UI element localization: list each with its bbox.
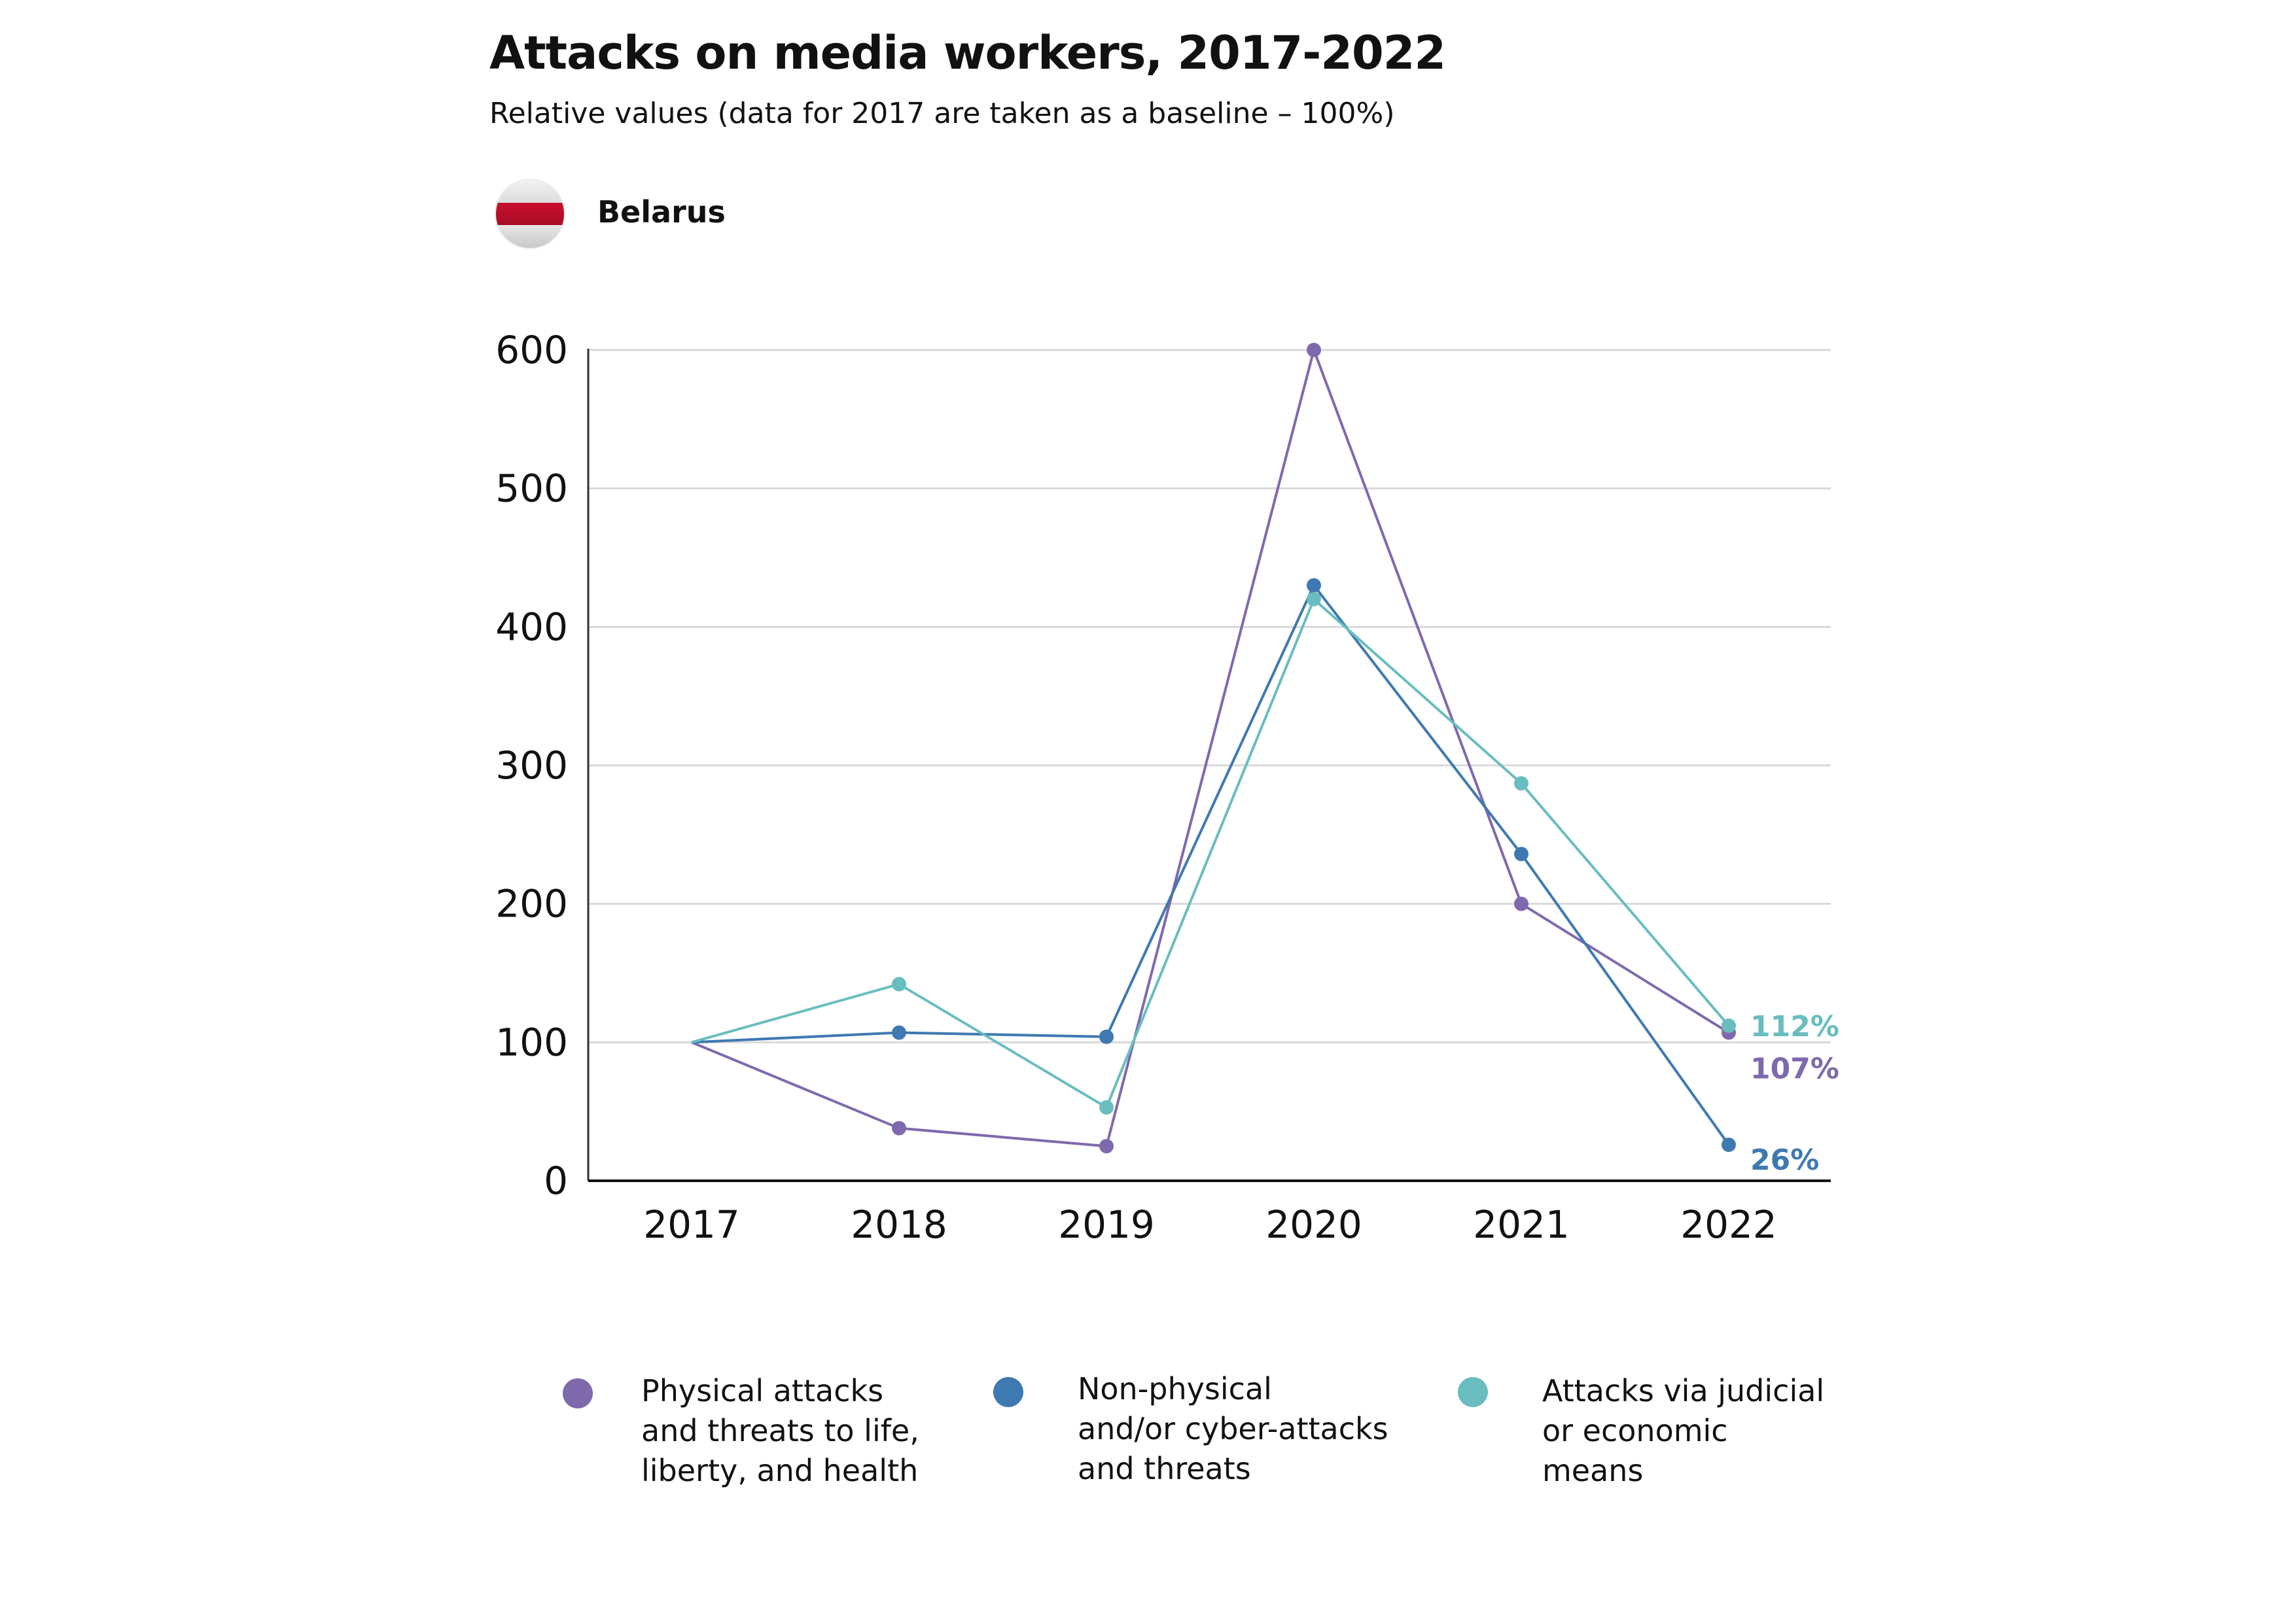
grid-lines (588, 349, 1831, 1043)
x-tick-label: 2017 (643, 1202, 740, 1247)
legend-dot (563, 1378, 593, 1408)
series-lines (691, 343, 1736, 1154)
end-value-label-non_physical: 26% (1750, 1143, 1819, 1177)
data-point-judicial (892, 977, 906, 992)
data-point-non_physical (1722, 1137, 1736, 1152)
data-point-judicial (1514, 776, 1528, 791)
y-tick-label: 300 (495, 743, 568, 788)
series-line-physical (691, 349, 1730, 1148)
data-point-non_physical (1514, 846, 1528, 862)
x-tick-label: 2022 (1680, 1202, 1777, 1247)
y-tick-label: 400 (495, 604, 568, 649)
x-tick-label: 2021 (1473, 1202, 1570, 1247)
end-value-label-judicial: 112% (1750, 1010, 1839, 1043)
data-point-physical (1514, 896, 1528, 911)
data-point-judicial (1099, 1100, 1114, 1115)
x-tick-label: 2018 (851, 1202, 947, 1247)
y-tick-label: 100 (495, 1020, 568, 1064)
data-point-physical (892, 1121, 906, 1136)
data-point-judicial (1722, 1018, 1736, 1033)
data-point-physical (1307, 343, 1321, 357)
x-tick-label: 2019 (1058, 1202, 1155, 1247)
axes: 0 100 200 300 400 500 600 2017 2018 2019 2020 2021 2… (495, 328, 1831, 1247)
chart-title: Attacks on media workers, 2017-2022 (489, 26, 1446, 80)
data-point-non_physical (892, 1025, 906, 1040)
legend-label: Physical attacks and threats to life, li… (641, 1373, 919, 1488)
end-labels: 107% 26% 112% (1750, 1010, 1839, 1177)
legend-dot (1458, 1377, 1488, 1407)
data-point-physical (1099, 1139, 1114, 1154)
data-point-non_physical (1099, 1029, 1114, 1044)
y-tick-label: 500 (495, 466, 568, 511)
belarus-flag-icon (496, 180, 564, 248)
x-tick-label: 2020 (1265, 1202, 1362, 1247)
legend-dot (993, 1377, 1023, 1407)
y-tick-label: 200 (495, 882, 568, 926)
data-point-non_physical (1307, 578, 1321, 593)
chart-subtitle: Relative values (data for 2017 are taken… (489, 97, 1395, 130)
end-value-label-physical: 107% (1750, 1053, 1839, 1086)
series-line-judicial (691, 598, 1730, 1109)
legend-label: Non-physical and/or cyber-attacks and th… (1078, 1371, 1388, 1486)
series-line-non_physical (691, 584, 1730, 1146)
y-tick-label: 600 (495, 328, 568, 372)
y-tick-label: 0 (544, 1159, 568, 1203)
data-point-judicial (1307, 592, 1321, 606)
legend-label: Attacks via judicial or economic means (1542, 1373, 1825, 1488)
country-label: Belarus (597, 194, 726, 230)
